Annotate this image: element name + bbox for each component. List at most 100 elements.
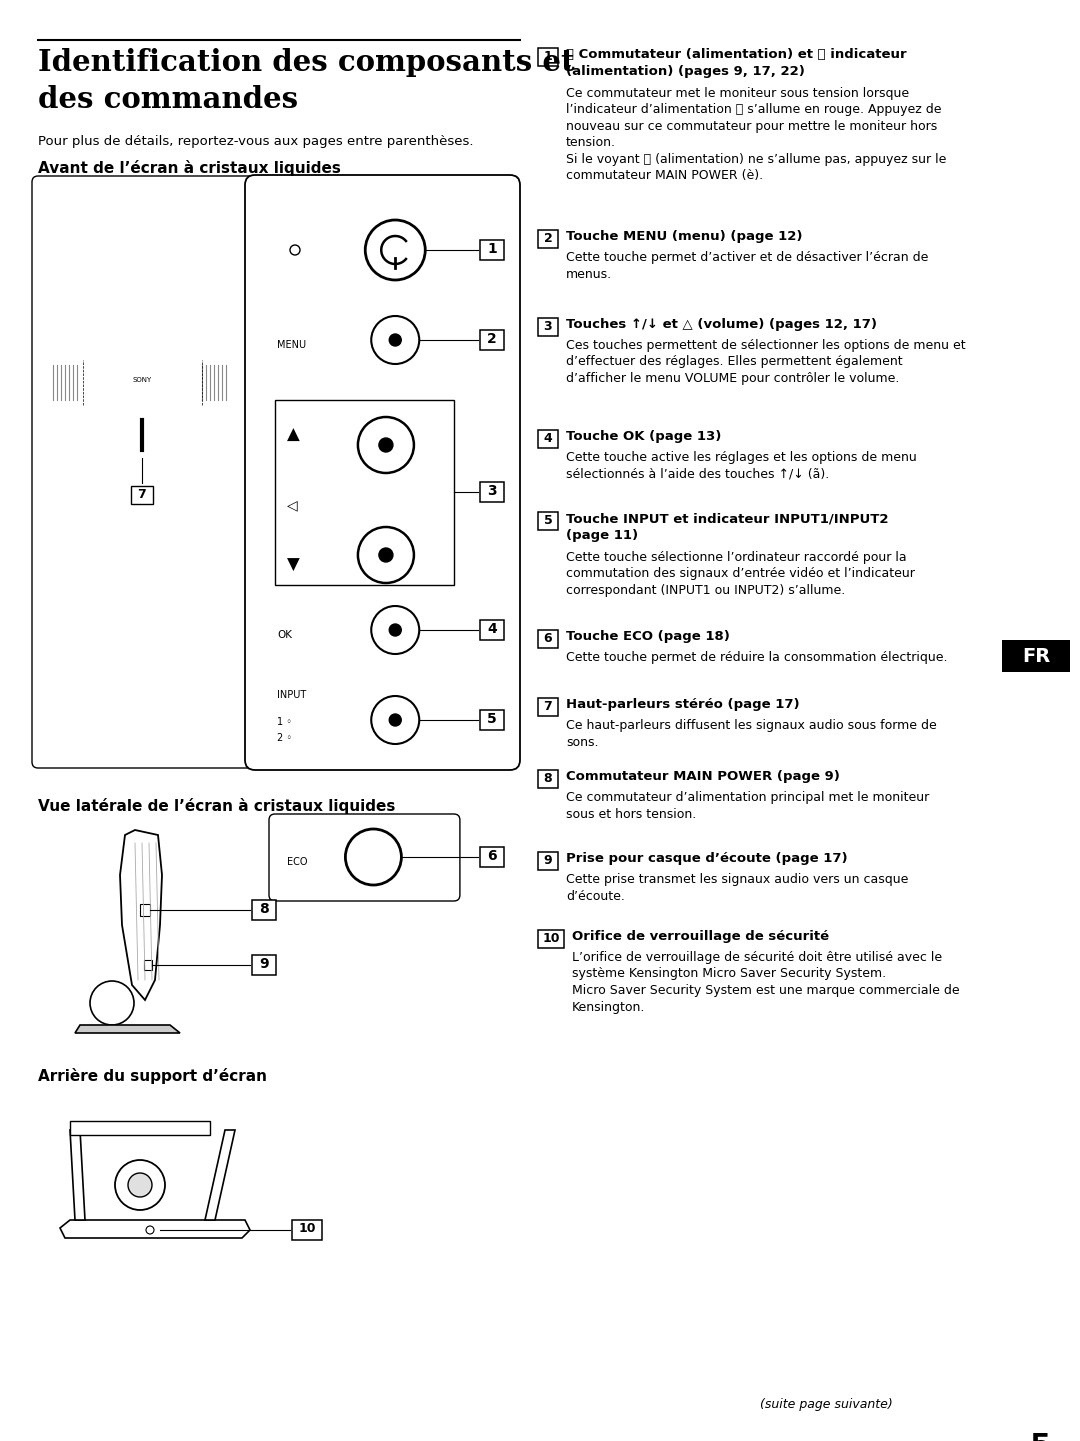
Text: Cette touche permet d’activer et de désactiver l’écran de
menus.: Cette touche permet d’activer et de désa… (566, 251, 929, 281)
Circle shape (372, 607, 419, 654)
FancyBboxPatch shape (32, 176, 519, 768)
Bar (538, 48, 558, 66)
Bar (70, 1121, 210, 1136)
Bar (480, 330, 504, 350)
Bar (60, 197, 225, 354)
Bar (218, 200, 232, 300)
Text: Identification des composants et: Identification des composants et (38, 48, 575, 76)
Text: 6: 6 (543, 633, 552, 646)
Text: INPUT: INPUT (276, 690, 307, 700)
Text: Haut-parleurs stéréo (page 17): Haut-parleurs stéréo (page 17) (566, 697, 799, 710)
Circle shape (379, 438, 393, 452)
Text: ▲: ▲ (287, 427, 300, 444)
Text: Prise pour casque d’écoute (page 17): Prise pour casque d’écoute (page 17) (566, 852, 848, 865)
Bar (480, 847, 504, 867)
Circle shape (389, 624, 402, 635)
Text: Orifice de verrouillage de sécurité: Orifice de verrouillage de sécurité (572, 929, 829, 942)
Text: 2: 2 (487, 331, 497, 346)
FancyBboxPatch shape (245, 174, 519, 769)
Circle shape (222, 222, 228, 228)
Circle shape (372, 696, 419, 744)
Bar (140, 904, 150, 916)
Text: Commutateur MAIN POWER (page 9): Commutateur MAIN POWER (page 9) (566, 769, 840, 782)
Circle shape (222, 252, 228, 258)
Text: Pour plus de détails, reportez-vous aux pages entre parenthèses.: Pour plus de détails, reportez-vous aux … (38, 135, 473, 148)
FancyBboxPatch shape (41, 182, 244, 424)
Circle shape (114, 1160, 165, 1210)
Text: Vue latérale de l’écran à cristaux liquides: Vue latérale de l’écran à cristaux liqui… (38, 798, 395, 814)
Text: ▼: ▼ (287, 556, 300, 574)
Text: ECO: ECO (287, 857, 308, 867)
Bar (538, 697, 558, 716)
Bar (538, 429, 558, 448)
Polygon shape (120, 830, 162, 1000)
Bar (538, 318, 558, 336)
Text: Touche INPUT et indicateur INPUT1/INPUT2
(page 11): Touche INPUT et indicateur INPUT1/INPUT2… (566, 512, 889, 542)
Bar (144, 960, 152, 970)
Text: 10: 10 (542, 932, 559, 945)
Bar (275, 401, 454, 585)
Circle shape (222, 267, 228, 272)
Circle shape (222, 282, 228, 288)
Text: 6: 6 (487, 849, 497, 863)
Circle shape (389, 713, 402, 726)
Text: Cette prise transmet les signaux audio vers un casque
d’écoute.: Cette prise transmet les signaux audio v… (566, 873, 908, 902)
Text: 2 ◦: 2 ◦ (276, 733, 292, 744)
Circle shape (90, 981, 134, 1025)
Bar (252, 955, 276, 976)
Text: 2: 2 (543, 232, 552, 245)
Bar (480, 620, 504, 640)
Text: Cette touche active les réglages et les options de menu
sélectionnés à l’aide de: Cette touche active les réglages et les … (566, 451, 917, 480)
Polygon shape (70, 1130, 85, 1221)
Circle shape (372, 316, 419, 365)
Text: Cette touche sélectionne l’ordinateur raccordé pour la
commutation des signaux d: Cette touche sélectionne l’ordinateur ra… (566, 550, 915, 597)
Text: 7: 7 (137, 487, 147, 500)
Bar (538, 929, 564, 948)
Bar (538, 512, 558, 530)
Bar (1002, 640, 1070, 672)
Text: OK: OK (276, 630, 292, 640)
Text: 1: 1 (543, 50, 552, 63)
Bar (480, 481, 504, 501)
Polygon shape (60, 1221, 249, 1238)
Text: Touches ↑/↓ et △ (volume) (pages 12, 17): Touches ↑/↓ et △ (volume) (pages 12, 17) (566, 318, 877, 331)
Text: 10: 10 (298, 1222, 315, 1235)
FancyBboxPatch shape (269, 814, 460, 901)
Circle shape (146, 1226, 154, 1233)
Text: 9: 9 (259, 957, 269, 971)
Text: Ces touches permettent de sélectionner les options de menu et
d’effectuer des ré: Ces touches permettent de sélectionner l… (566, 339, 966, 385)
Text: Touche MENU (menu) (page 12): Touche MENU (menu) (page 12) (566, 231, 802, 244)
Text: Avant de l’écran à cristaux liquides: Avant de l’écran à cristaux liquides (38, 160, 341, 176)
Bar (538, 852, 558, 870)
Text: 4: 4 (543, 432, 552, 445)
Bar (131, 486, 153, 504)
Circle shape (346, 829, 402, 885)
Text: Cette touche permet de réduire la consommation électrique.: Cette touche permet de réduire la consom… (566, 651, 947, 664)
Circle shape (365, 220, 426, 280)
Text: 1: 1 (487, 242, 497, 256)
Text: ⏻ Commutateur (alimentation) et ⏻ indicateur
(alimentation) (pages 9, 17, 22): ⏻ Commutateur (alimentation) et ⏻ indica… (566, 48, 906, 78)
Text: 8: 8 (543, 772, 552, 785)
Circle shape (129, 1173, 152, 1197)
Text: 5: 5 (543, 514, 552, 527)
Bar (538, 769, 558, 788)
Circle shape (357, 527, 414, 584)
Text: SONY: SONY (133, 378, 152, 383)
Text: Ce haut-parleurs diffusent les signaux audio sous forme de
sons.: Ce haut-parleurs diffusent les signaux a… (566, 719, 936, 748)
Circle shape (222, 236, 228, 244)
Text: (suite page suivante): (suite page suivante) (760, 1398, 893, 1411)
Circle shape (389, 334, 402, 346)
Polygon shape (205, 1130, 235, 1221)
Circle shape (357, 416, 414, 473)
Text: MENU: MENU (276, 340, 306, 350)
Circle shape (291, 245, 300, 255)
Bar (538, 231, 558, 248)
Polygon shape (75, 1025, 180, 1033)
Text: des commandes: des commandes (38, 85, 298, 114)
Polygon shape (97, 450, 187, 458)
Text: 8: 8 (259, 902, 269, 916)
Text: ◁: ◁ (287, 499, 298, 512)
Text: Touche ECO (page 18): Touche ECO (page 18) (566, 630, 730, 643)
Text: 5: 5 (1029, 1432, 1051, 1441)
Text: 7: 7 (543, 700, 552, 713)
